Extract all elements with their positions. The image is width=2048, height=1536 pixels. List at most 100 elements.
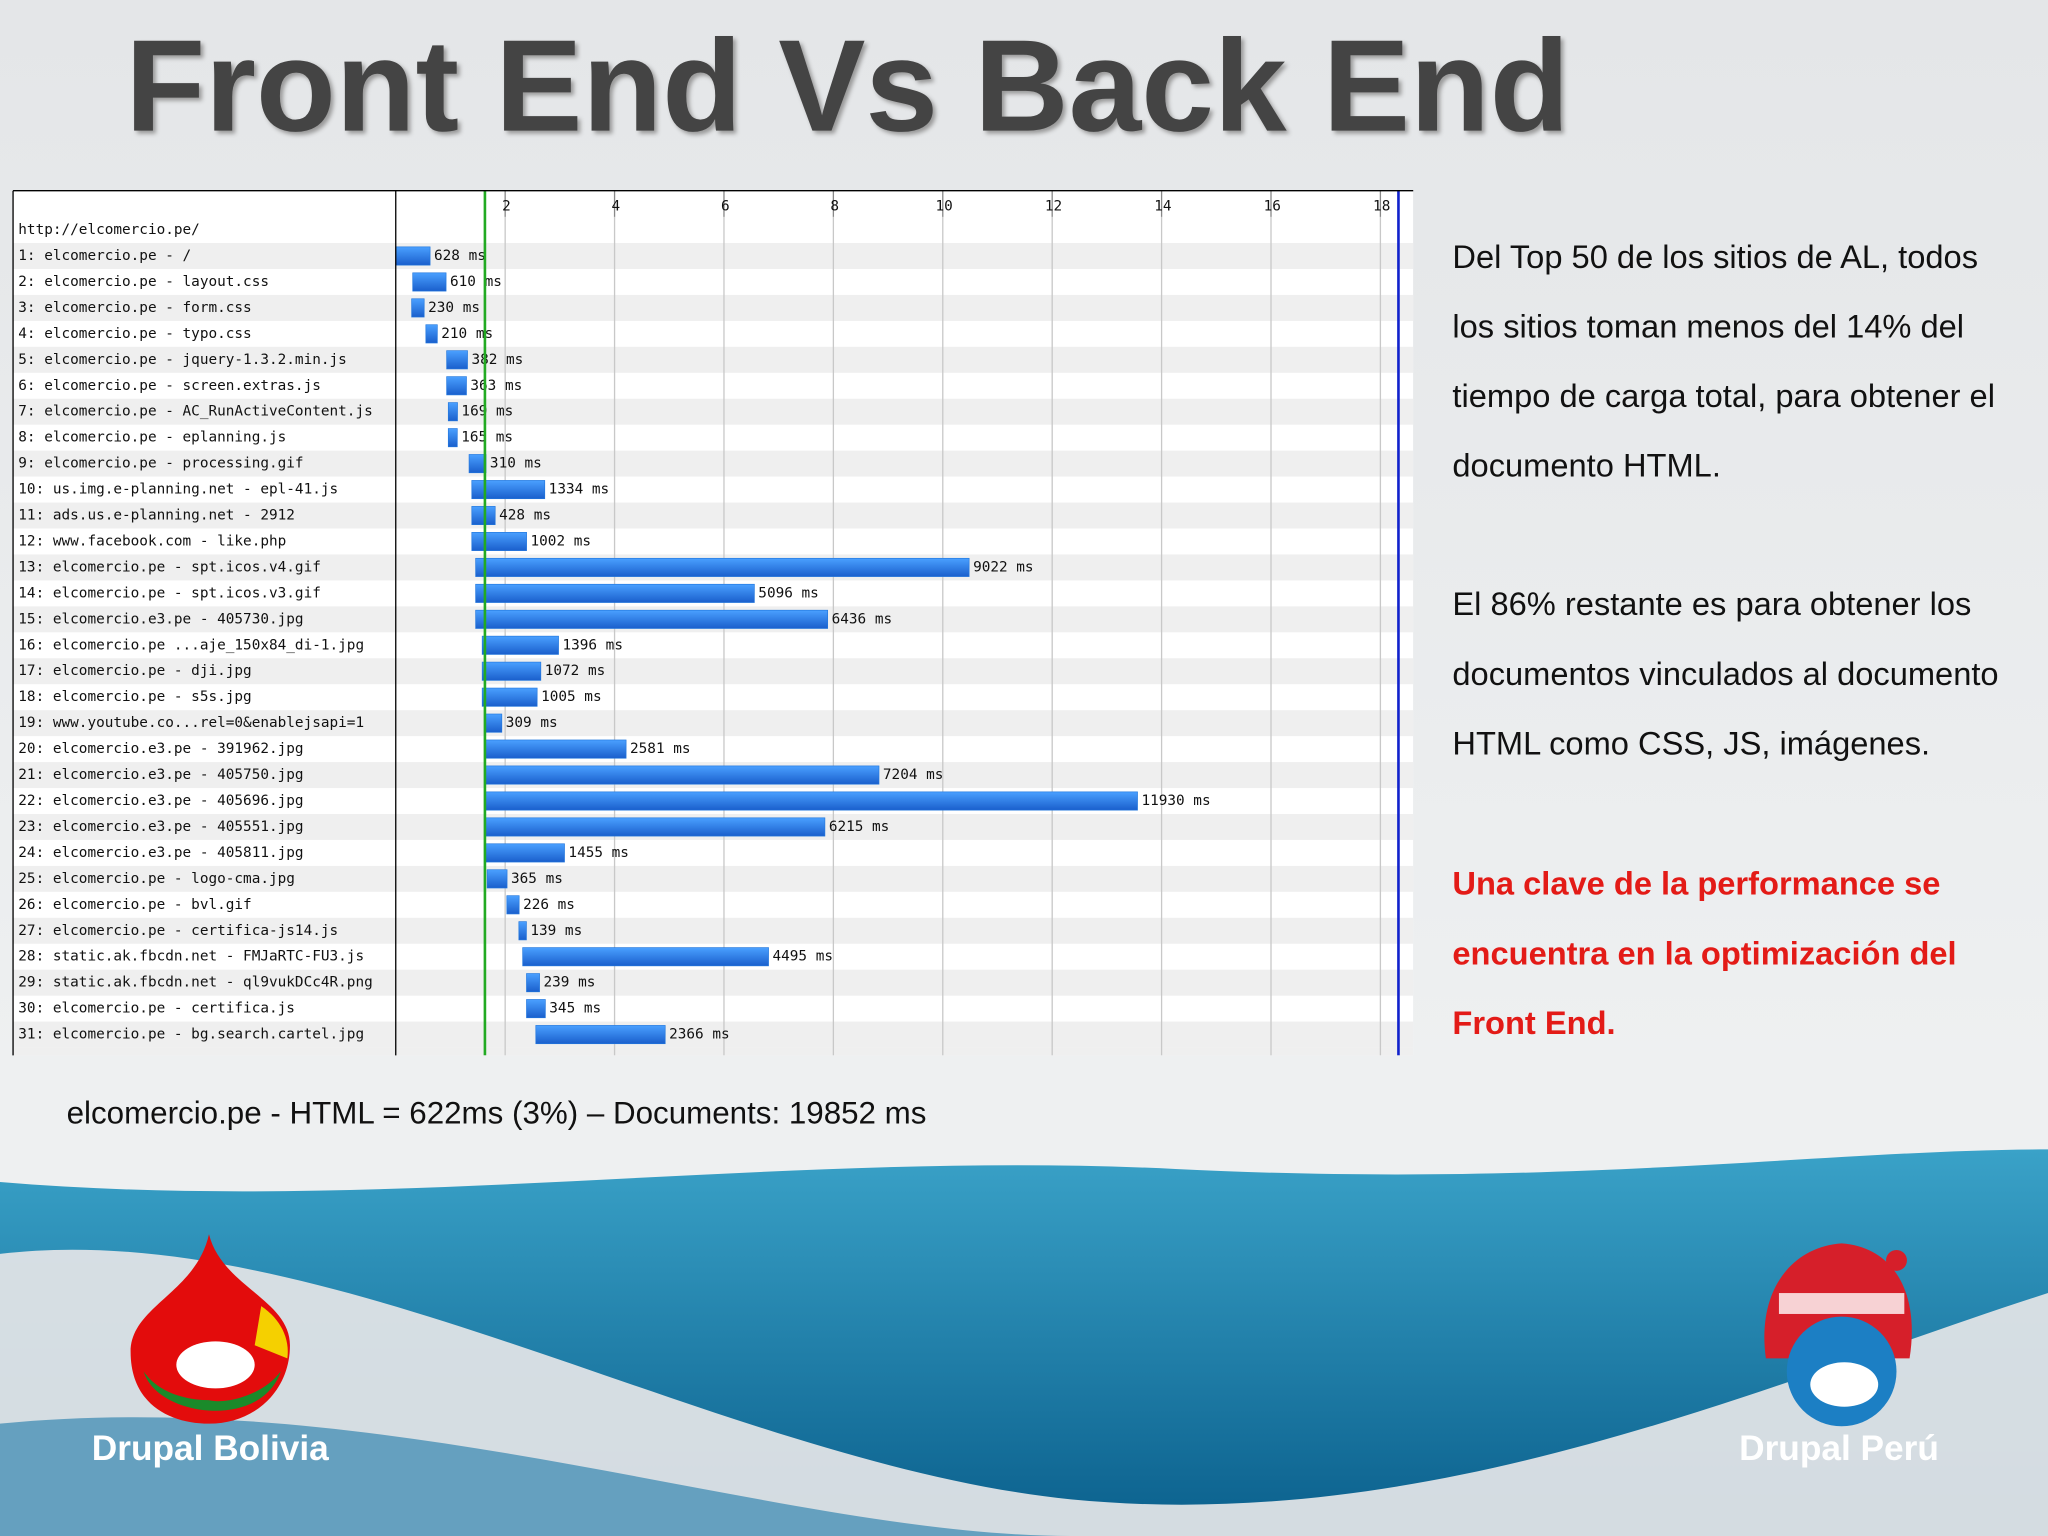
note-line: los sitios toman menos del 14% del <box>1452 307 1964 344</box>
value-label: 9022 ms <box>973 559 1034 575</box>
row-label: 28: static.ak.fbcdn.net - FMJaRTC-FU3.js <box>18 949 364 965</box>
value-label: 365 ms <box>511 871 563 887</box>
x-tick-label: 6 <box>721 198 730 214</box>
value-label: 5096 ms <box>758 585 819 601</box>
note-line: HTML como CSS, JS, imágenes. <box>1452 724 1930 761</box>
value-label: 169 ms <box>461 404 513 420</box>
bar <box>481 661 542 681</box>
row-label: 9: elcomercio.pe - processing.gif <box>18 456 303 472</box>
x-tick-label: 4 <box>612 198 621 214</box>
row-label: 1: elcomercio.pe - / <box>18 248 191 264</box>
row-band <box>13 294 1414 321</box>
value-label: 1334 ms <box>549 482 610 498</box>
slide-title: Front End Vs Back End <box>125 13 1569 159</box>
row-label: 17: elcomercio.pe - dji.jpg <box>18 663 251 679</box>
row-label: 24: elcomercio.e3.pe - 405811.jpg <box>18 845 303 861</box>
note-line: Del Top 50 de los sitios de AL, todos <box>1452 238 1978 275</box>
row-band <box>13 865 1414 892</box>
notes: Del Top 50 de los sitios de AL, todos los… <box>1452 238 1998 1041</box>
value-label: 1072 ms <box>545 663 606 679</box>
value-label: 6436 ms <box>832 611 893 627</box>
bar <box>484 817 826 837</box>
logo-bolivia: Drupal Bolivia <box>92 1234 329 1468</box>
bar <box>411 298 425 318</box>
x-tick-label: 2 <box>502 198 511 214</box>
bar <box>446 350 468 370</box>
bar <box>486 869 508 889</box>
row-label: 6: elcomercio.pe - screen.extras.js <box>18 378 321 394</box>
waterfall-chart: 2 4 6 8 10 12 14 16 18 http://elcomercio.pe/1: el… <box>13 190 1414 1056</box>
bar <box>526 973 540 993</box>
note-line: Una clave de la performance se <box>1452 865 1940 902</box>
header-label: http://elcomercio.pe/ <box>18 222 200 238</box>
row-label: 22: elcomercio.e3.pe - 405696.jpg <box>18 793 303 809</box>
value-label: 1002 ms <box>531 533 592 549</box>
note-line: documento HTML. <box>1452 447 1721 484</box>
note-line: El 86% restante es para obtener los <box>1452 585 1971 622</box>
row-band <box>13 1021 1414 1048</box>
row-band <box>13 658 1414 685</box>
value-label: 226 ms <box>523 897 575 913</box>
row-label: 14: elcomercio.pe - spt.icos.v3.gif <box>18 585 321 601</box>
bar <box>468 454 487 474</box>
row-label: 2: elcomercio.pe - layout.css <box>18 274 269 290</box>
caption: elcomercio.pe - HTML = 622ms (3%) – Docu… <box>67 1095 927 1130</box>
note-line: documentos vinculados al documento <box>1452 655 1998 692</box>
bar <box>471 532 527 551</box>
bar <box>526 999 546 1019</box>
wave-dark <box>0 1417 1072 1536</box>
x-tick-label: 12 <box>1045 198 1062 214</box>
bar <box>481 635 559 655</box>
bar <box>447 402 458 422</box>
value-label: 11930 ms <box>1141 793 1210 809</box>
row-label: 30: elcomercio.pe - certifica.js <box>18 1001 295 1017</box>
row-label: 13: elcomercio.pe - spt.icos.v4.gif <box>18 559 321 575</box>
logo-label: Drupal Bolivia <box>92 1429 329 1468</box>
bar <box>535 1025 666 1045</box>
bar <box>475 557 970 577</box>
value-label: 6215 ms <box>829 819 890 835</box>
row-band <box>13 243 1414 269</box>
x-tick-label: 10 <box>935 198 952 214</box>
value-label: 428 ms <box>499 508 551 524</box>
bar <box>484 739 627 759</box>
value-label: 1455 ms <box>568 845 629 861</box>
note-line: encuentra en la optimización del <box>1452 934 1956 971</box>
row-label: 16: elcomercio.pe ...aje_150x84_di-1.jpg <box>18 637 364 653</box>
value-label: 1396 ms <box>562 637 623 653</box>
row-label: 18: elcomercio.pe - s5s.jpg <box>18 689 251 705</box>
row-label: 26: elcomercio.pe - bvl.gif <box>18 897 251 913</box>
row-label: 27: elcomercio.pe - certifica-js14.js <box>18 923 338 939</box>
value-label: 2366 ms <box>669 1027 730 1043</box>
row-band <box>13 450 1414 477</box>
row-label: 15: elcomercio.e3.pe - 405730.jpg <box>18 611 303 627</box>
row-label: 19: www.youtube.co...rel=0&enablejsapi=1 <box>18 715 364 731</box>
bar <box>447 428 458 448</box>
row-label: 4: elcomercio.pe - typo.css <box>18 326 251 342</box>
row-label: 29: static.ak.fbcdn.net - ql9vukDCc4R.pn… <box>18 975 372 991</box>
value-label: 610 ms <box>450 274 502 290</box>
row-label: 23: elcomercio.e3.pe - 405551.jpg <box>18 819 303 835</box>
bar <box>484 765 880 785</box>
logo-label: Drupal Perú <box>1739 1429 1939 1468</box>
row-band <box>13 710 1414 737</box>
value-label: 345 ms <box>549 1001 601 1017</box>
bar <box>484 713 503 733</box>
value-label: 4495 ms <box>772 949 833 965</box>
row-band <box>13 917 1414 944</box>
value-label: 382 ms <box>471 352 523 368</box>
value-label: 628 ms <box>434 248 486 264</box>
bar <box>471 480 546 500</box>
value-label: 7204 ms <box>883 767 944 783</box>
value-label: 1005 ms <box>541 689 602 705</box>
row-band <box>13 346 1414 373</box>
x-tick-label: 16 <box>1264 198 1281 214</box>
row-label: 7: elcomercio.pe - AC_RunActiveContent.j… <box>18 404 372 420</box>
row-label: 12: www.facebook.com - like.php <box>18 533 286 549</box>
row-band <box>13 398 1414 425</box>
bar <box>484 791 1138 811</box>
row-label: 25: elcomercio.pe - logo-cma.jpg <box>18 871 295 887</box>
bar <box>522 947 769 967</box>
